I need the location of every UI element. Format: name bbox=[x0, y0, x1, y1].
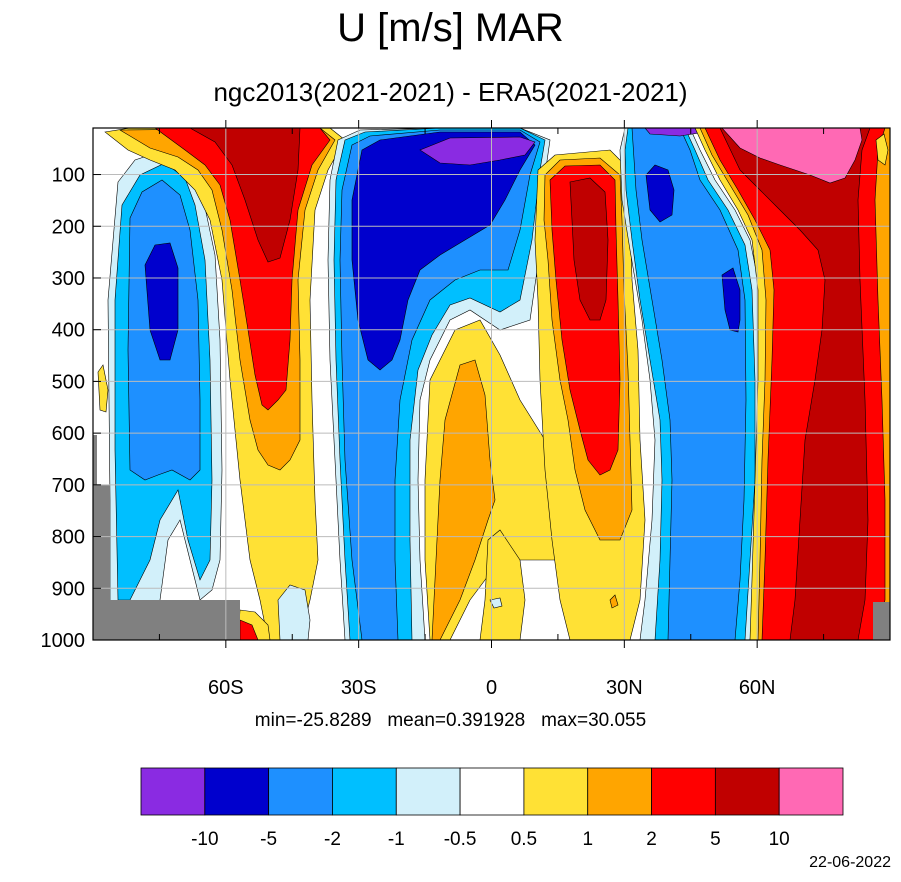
colorbar-label: 2 bbox=[646, 829, 657, 850]
colorbar-label: 1 bbox=[582, 829, 593, 850]
y-tick-label: 700 bbox=[52, 475, 85, 497]
colorbar-box-9 bbox=[714, 767, 780, 816]
colorbar-box-7 bbox=[587, 767, 652, 816]
chart-title: U [m/s] MAR bbox=[337, 6, 564, 50]
y-tick-label: 300 bbox=[52, 268, 85, 290]
colorbar-box-2 bbox=[268, 767, 333, 816]
x-tick-label: 30N bbox=[606, 677, 643, 699]
y-tick-label: 600 bbox=[52, 423, 85, 445]
y-tick-label: 100 bbox=[52, 165, 85, 187]
colorbar-label: 10 bbox=[769, 829, 790, 850]
band-nm-darkblue-upper bbox=[645, 164, 675, 223]
band-nm-purple bbox=[644, 128, 706, 137]
colorbar-label: -2 bbox=[324, 829, 341, 850]
band-sl-lightblue bbox=[277, 584, 311, 640]
colorbar-label: -5 bbox=[260, 829, 277, 850]
colorbar: -10 -5 -2 -1 -0.5 0.5 1 2 5 10 bbox=[140, 767, 844, 850]
stat-mean: mean=0.391928 bbox=[387, 710, 526, 731]
band-np-darkred bbox=[719, 128, 871, 640]
colorbar-label: 0.5 bbox=[511, 829, 537, 850]
colorbar-box-6 bbox=[523, 767, 589, 816]
colorbar-label: -1 bbox=[388, 829, 405, 850]
date-stamp: 22-06-2022 bbox=[809, 854, 891, 871]
stats-line: min=-25.8289 mean=0.391928 max=30.055 bbox=[0, 709, 901, 733]
y-tick-label: 800 bbox=[52, 527, 85, 549]
y-tick-label: 500 bbox=[52, 371, 85, 393]
colorbar-box-3 bbox=[332, 767, 397, 816]
band-sp-small-yellow bbox=[97, 364, 109, 413]
colorbar-label: -0.5 bbox=[444, 829, 477, 850]
field-layer bbox=[93, 128, 890, 640]
x-tick-label: 0 bbox=[486, 677, 497, 699]
missing-data-south bbox=[93, 435, 240, 640]
colorbar-box-0 bbox=[140, 767, 206, 816]
plot-area bbox=[93, 128, 890, 640]
missing-data-north bbox=[873, 602, 890, 640]
band-nm-blue bbox=[631, 128, 747, 640]
axes: 100 200 300 400 500 600 700 800 900 1000 60S 30S 0 30… bbox=[41, 120, 891, 699]
colorbar-label: 5 bbox=[710, 829, 721, 850]
stat-max: max=30.055 bbox=[541, 710, 647, 731]
stat-min: min=-25.8289 bbox=[254, 710, 372, 731]
chart-subtitle: ngc2013(2021-2021) - ERA5(2021-2021) bbox=[213, 77, 688, 107]
x-tick-label: 60S bbox=[208, 677, 244, 699]
band-nj-small-orange bbox=[609, 594, 619, 609]
band-eq-small-lightblue bbox=[489, 597, 503, 609]
band-st-darkblue bbox=[351, 131, 536, 371]
colorbar-box-1 bbox=[204, 767, 270, 816]
band-st-purple bbox=[419, 136, 536, 166]
band-nj-darkred bbox=[569, 177, 609, 321]
colorbar-box-8 bbox=[651, 767, 716, 816]
y-tick-label: 400 bbox=[52, 320, 85, 342]
colorbar-box-10 bbox=[778, 767, 844, 816]
band-nm-darkblue-lower bbox=[721, 267, 741, 333]
colorbar-box-5 bbox=[459, 767, 525, 816]
colorbar-label: -10 bbox=[191, 829, 218, 850]
band-np-small-yellow bbox=[875, 133, 889, 166]
x-tick-label: 30S bbox=[341, 677, 377, 699]
y-tick-label: 900 bbox=[52, 578, 85, 600]
x-tick-label: 60N bbox=[739, 677, 776, 699]
y-tick-label: 200 bbox=[52, 216, 85, 238]
y-tick-label: 1000 bbox=[41, 630, 86, 652]
band-eq-orange bbox=[431, 359, 496, 640]
colorbar-box-4 bbox=[395, 767, 461, 816]
